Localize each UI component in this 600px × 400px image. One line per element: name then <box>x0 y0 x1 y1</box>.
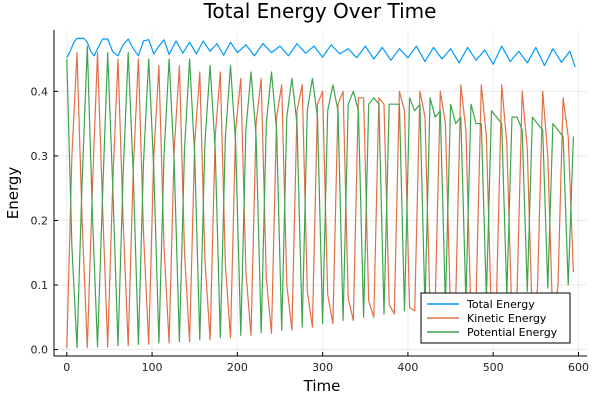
y-axis-title: Energy <box>4 167 22 220</box>
x-tick-label-2: 200 <box>227 361 248 374</box>
y-tick-label-4: 0.4 <box>31 85 49 98</box>
y-tick-label-1: 0.1 <box>31 279 49 292</box>
x-tick-label-4: 400 <box>397 361 418 374</box>
x-tick-label-0: 0 <box>63 361 70 374</box>
legend-label-1: Kinetic Energy <box>467 312 547 325</box>
y-tick-label-3: 0.3 <box>31 150 49 163</box>
y-tick-label-0: 0.0 <box>31 344 49 357</box>
series-line-1 <box>66 52 574 349</box>
x-tick-label-3: 300 <box>312 361 333 374</box>
y-tick-label-2: 0.2 <box>31 214 49 227</box>
x-axis-title: Time <box>303 377 341 395</box>
chart-title: Total Energy Over Time <box>203 0 437 23</box>
legend-label-0: Total Energy <box>466 298 535 311</box>
legend-label-2: Potential Energy <box>467 326 558 339</box>
axes: 0 100 200 300 400 500 600 0.0 0.1 0.2 0.3 0.4 <box>31 30 589 374</box>
series-line-2 <box>66 45 574 349</box>
series-lines <box>66 37 576 349</box>
series-line-0 <box>66 37 576 67</box>
x-tick-label-1: 100 <box>142 361 163 374</box>
x-tick-label-6: 600 <box>568 361 589 374</box>
x-tick-label-5: 500 <box>483 361 504 374</box>
